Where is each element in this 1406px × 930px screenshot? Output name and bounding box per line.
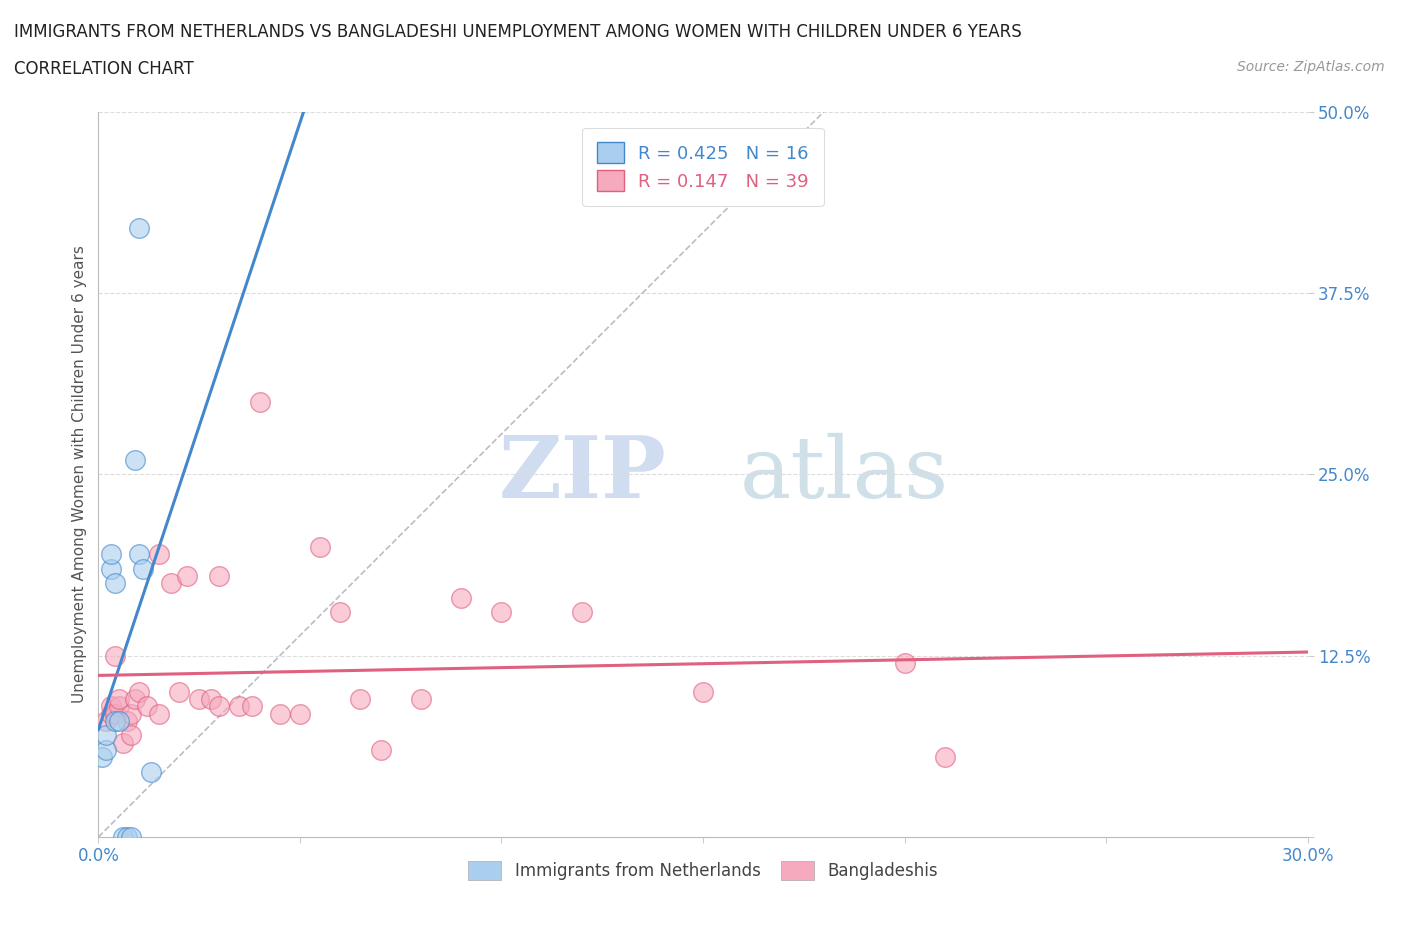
Point <box>200 692 222 707</box>
Text: ZIP: ZIP <box>499 432 666 516</box>
Point <box>893 656 915 671</box>
Point <box>120 830 142 844</box>
Point <box>450 591 472 605</box>
Point <box>103 648 125 663</box>
Point <box>115 830 138 844</box>
Point <box>91 750 114 764</box>
Point <box>139 764 162 779</box>
Point <box>100 561 122 576</box>
Point <box>167 684 190 699</box>
Point <box>692 684 714 699</box>
Point <box>100 706 122 721</box>
Point <box>329 604 352 619</box>
Point <box>103 706 125 721</box>
Text: atlas: atlas <box>740 432 949 516</box>
Point <box>176 568 198 583</box>
Point <box>107 699 129 714</box>
Point <box>309 539 332 554</box>
Point <box>288 706 311 721</box>
Text: Source: ZipAtlas.com: Source: ZipAtlas.com <box>1237 60 1385 74</box>
Point <box>103 576 125 591</box>
Point <box>120 728 142 743</box>
Point <box>103 713 125 728</box>
Point <box>491 604 513 619</box>
Point <box>208 699 231 714</box>
Point <box>96 728 118 743</box>
Point <box>124 692 146 707</box>
Point <box>409 692 432 707</box>
Point <box>115 713 138 728</box>
Text: CORRELATION CHART: CORRELATION CHART <box>14 60 194 78</box>
Point <box>249 394 271 409</box>
Point <box>107 713 129 728</box>
Point <box>111 830 134 844</box>
Point <box>934 750 956 764</box>
Point <box>128 220 150 235</box>
Point <box>370 742 392 757</box>
Point <box>132 561 155 576</box>
Text: IMMIGRANTS FROM NETHERLANDS VS BANGLADESHI UNEMPLOYMENT AMONG WOMEN WITH CHILDRE: IMMIGRANTS FROM NETHERLANDS VS BANGLADES… <box>14 23 1022 41</box>
Point <box>128 684 150 699</box>
Point <box>571 604 593 619</box>
Point <box>148 547 170 562</box>
Legend: Immigrants from Netherlands, Bangladeshis: Immigrants from Netherlands, Bangladeshi… <box>461 854 945 886</box>
Point <box>349 692 371 707</box>
Point <box>100 699 122 714</box>
Point <box>128 547 150 562</box>
Point <box>111 736 134 751</box>
Point <box>100 547 122 562</box>
Point <box>124 452 146 467</box>
Point <box>240 699 263 714</box>
Point <box>269 706 291 721</box>
Point <box>208 568 231 583</box>
Point <box>96 713 118 728</box>
Point <box>135 699 157 714</box>
Point <box>148 706 170 721</box>
Point <box>160 576 183 591</box>
Point <box>120 706 142 721</box>
Point <box>188 692 211 707</box>
Point <box>96 742 118 757</box>
Point <box>228 699 250 714</box>
Point <box>107 692 129 707</box>
Y-axis label: Unemployment Among Women with Children Under 6 years: Unemployment Among Women with Children U… <box>72 246 87 703</box>
